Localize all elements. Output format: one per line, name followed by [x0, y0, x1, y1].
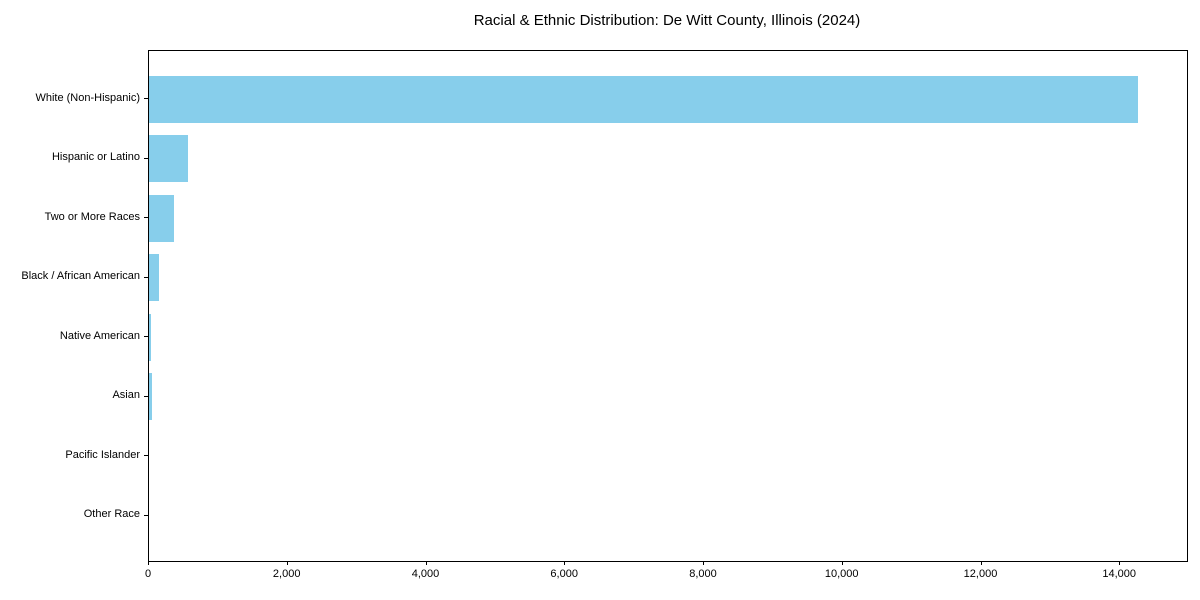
y-tick-label: Pacific Islander: [65, 448, 140, 461]
x-tick-label: 6,000: [550, 568, 578, 580]
y-axis-tick: [144, 157, 148, 159]
plot-area: [148, 50, 1188, 562]
y-axis-tick: [144, 336, 148, 337]
y-tick-label: Two or More Races: [44, 210, 140, 223]
bar-white-non-hispanic: [149, 75, 1138, 123]
x-axis-tick: [703, 561, 704, 565]
y-axis-tick: [144, 455, 148, 456]
bar-asian: [149, 373, 153, 420]
x-tick-label: 8,000: [689, 568, 717, 580]
x-tick-label: 0: [144, 568, 152, 580]
y-axis-tick: [144, 276, 148, 278]
x-tick-label: 12,000: [963, 568, 998, 580]
y-tick-label: Black / African American: [21, 270, 140, 282]
y-tick-label: Hispanic or Latino: [51, 151, 140, 163]
y-axis-tick: [144, 514, 148, 516]
y-axis-tick: [144, 98, 148, 99]
bar-two-or-more-races: [149, 194, 174, 242]
x-axis-tick: [1119, 561, 1121, 565]
y-axis-tick: [144, 217, 148, 218]
y-tick-label: Asian: [112, 389, 140, 401]
bar-hispanic-or-latino: [149, 135, 189, 182]
x-tick-label: 14,000: [1102, 568, 1137, 580]
y-tick-label: White (Non-Hispanic): [35, 91, 140, 104]
x-axis-tick: [841, 561, 843, 565]
bar-black-african-american: [149, 254, 160, 301]
x-tick-label: 2,000: [272, 568, 301, 580]
y-axis-tick: [144, 395, 148, 397]
x-tick-label: 4,000: [411, 568, 440, 580]
x-axis-tick: [564, 561, 566, 565]
x-axis-tick: [980, 561, 982, 565]
x-axis-tick: [148, 561, 149, 565]
x-axis-tick: [286, 561, 288, 565]
x-tick-label: 10,000: [824, 568, 859, 580]
chart-title: Racial & Ethnic Distribution: De Witt Co…: [473, 12, 861, 29]
x-axis-tick: [425, 561, 427, 565]
bar-native-american: [149, 313, 152, 361]
y-tick-label: Native American: [59, 329, 140, 342]
y-tick-label: Other Race: [83, 508, 140, 520]
